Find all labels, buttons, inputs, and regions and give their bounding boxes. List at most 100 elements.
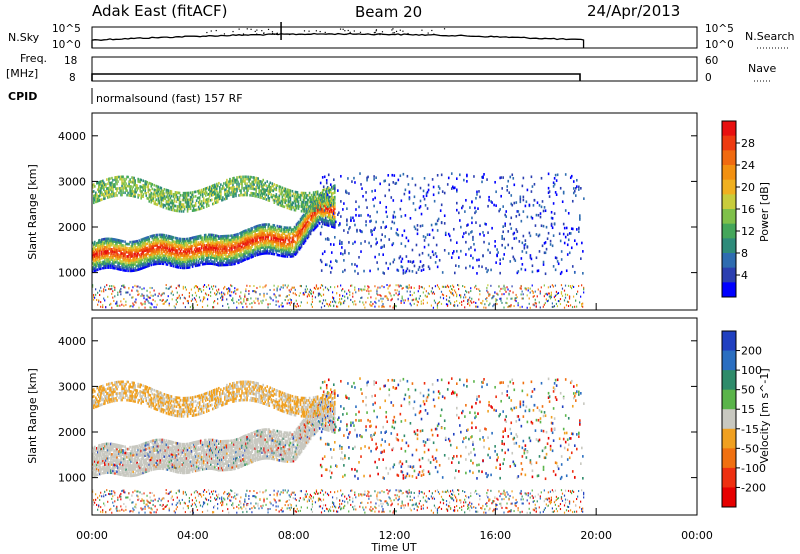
power-cell	[108, 179, 110, 183]
power-cell	[162, 258, 165, 262]
power-cell	[250, 245, 252, 249]
power-cell	[219, 197, 221, 201]
power-cell	[228, 240, 230, 244]
power-cell	[217, 193, 219, 197]
power-cell	[348, 289, 350, 292]
power-cell	[272, 228, 275, 231]
power-cell	[186, 299, 188, 302]
power-cell	[163, 235, 166, 239]
power-cell	[306, 226, 309, 230]
power-cell	[314, 296, 317, 299]
power-cell	[204, 189, 207, 193]
power-cell	[340, 284, 342, 287]
power-cell	[107, 295, 109, 298]
power-cell	[100, 261, 102, 264]
power-cell	[118, 241, 120, 244]
power-cell	[220, 194, 222, 198]
power-cell	[152, 254, 155, 258]
power-cell	[364, 306, 366, 309]
power-cell	[146, 294, 148, 297]
power-cell	[409, 290, 411, 293]
power-cell	[237, 261, 239, 265]
power-cell	[228, 238, 230, 242]
power-cell	[277, 198, 280, 202]
power-cell	[235, 245, 237, 249]
power-cell	[218, 235, 220, 238]
power-cell	[274, 236, 277, 240]
nsky-point	[427, 32, 429, 34]
nsky-point	[238, 28, 240, 30]
power-cell	[243, 229, 245, 233]
power-cell	[185, 264, 188, 268]
power-cell	[92, 251, 94, 255]
power-cell	[274, 240, 277, 244]
power-cell	[178, 237, 181, 241]
power-cell	[133, 192, 135, 196]
power-cell	[134, 254, 136, 258]
power-cell	[172, 206, 175, 210]
power-cell	[103, 264, 105, 268]
power-cell	[184, 252, 187, 255]
power-cell	[187, 253, 190, 257]
power-cell	[195, 285, 198, 288]
power-cell	[282, 236, 285, 239]
power-cell	[192, 260, 195, 264]
power-cell	[179, 203, 182, 206]
power-cell	[221, 299, 223, 302]
power-cell	[213, 242, 215, 245]
power-cell	[297, 220, 300, 224]
power-cell	[377, 293, 379, 296]
power-cell	[277, 247, 280, 251]
power-cell	[221, 259, 223, 263]
power-cell	[361, 289, 363, 292]
power-cell	[122, 258, 124, 262]
power-cell	[324, 237, 327, 241]
power-cell	[209, 237, 212, 241]
power-cell	[314, 218, 317, 221]
power-cell	[179, 260, 182, 263]
power-cell	[134, 244, 136, 248]
power-cell	[291, 246, 294, 250]
power-cell	[342, 252, 344, 256]
power-cell	[186, 200, 189, 204]
power-cell	[223, 251, 225, 254]
power-cell	[187, 191, 190, 195]
power-cell	[273, 230, 276, 233]
power-cell	[256, 177, 258, 180]
power-cell	[130, 265, 132, 269]
power-cell	[196, 286, 199, 289]
power-cell	[257, 226, 259, 230]
power-cell	[306, 224, 309, 228]
power-cell	[226, 236, 228, 240]
power-cell	[331, 187, 334, 191]
power-cell	[199, 236, 202, 240]
power-cell	[196, 247, 199, 251]
power-cell	[130, 259, 132, 262]
power-cell	[109, 264, 111, 267]
power-cell	[259, 250, 261, 254]
power-cell	[111, 258, 113, 261]
power-cell	[99, 294, 101, 297]
power-cell	[216, 200, 218, 204]
power-cell	[328, 218, 331, 221]
power-cell	[282, 238, 285, 242]
power-cell	[195, 264, 198, 267]
power-cell	[120, 256, 122, 259]
power-cell	[179, 194, 182, 197]
power-cell	[99, 253, 101, 256]
power-cell	[330, 186, 333, 189]
power-cell	[294, 190, 297, 194]
power-cell	[171, 237, 174, 241]
power-cell	[164, 260, 167, 264]
power-cell	[278, 187, 281, 191]
power-cell	[367, 288, 369, 291]
power-cell	[219, 263, 221, 267]
power-cell	[178, 209, 181, 213]
power-cell	[299, 232, 302, 235]
power-cell	[382, 303, 384, 306]
power-cell	[226, 183, 228, 186]
power-cell	[202, 246, 205, 249]
power-cell	[187, 245, 190, 249]
power-cell	[342, 294, 344, 297]
power-cell	[120, 175, 122, 179]
